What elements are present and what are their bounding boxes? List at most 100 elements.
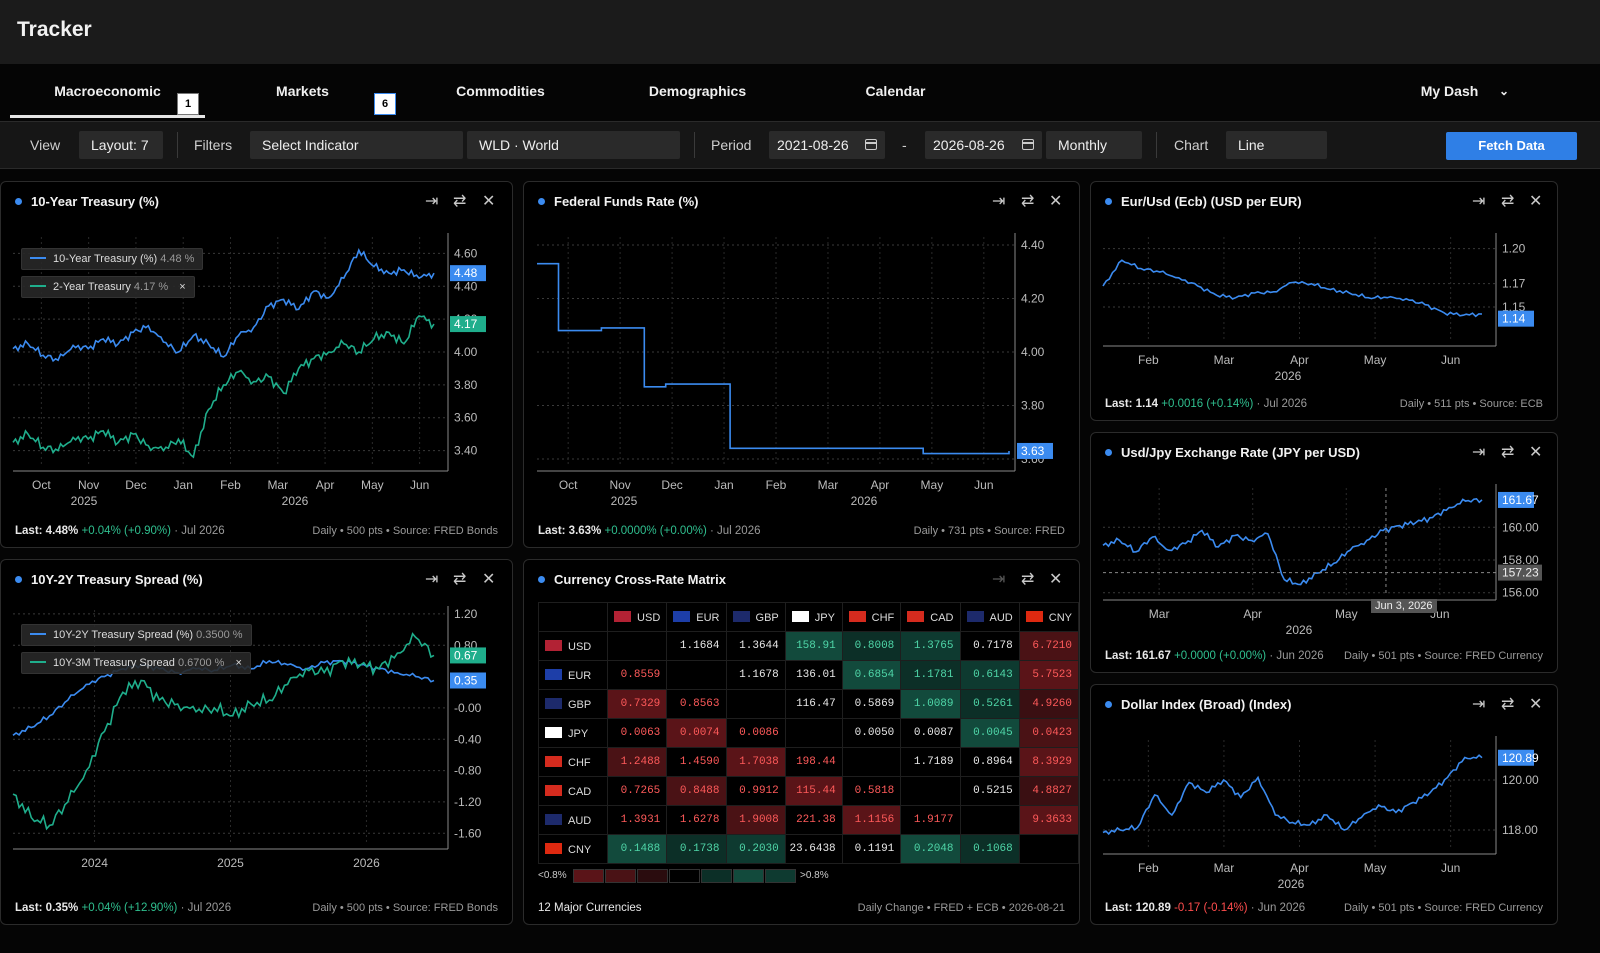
matrix-cell[interactable]: 0.5869 — [841, 689, 902, 719]
tab-markets[interactable]: Markets — [276, 83, 329, 99]
matrix-cell[interactable]: 116.47 — [784, 689, 843, 719]
calendar-icon[interactable] — [1022, 139, 1034, 150]
matrix-cell[interactable]: 0.1191 — [841, 834, 902, 864]
matrix-cell[interactable]: 0.1738 — [666, 834, 727, 864]
layout-select[interactable]: Layout: 7 — [79, 131, 163, 159]
matrix-cell[interactable]: 0.2048 — [900, 834, 961, 864]
matrix-cell[interactable]: 0.6143 — [959, 660, 1020, 690]
matrix-cell[interactable]: 0.5261 — [959, 689, 1020, 719]
fetch-data-button[interactable]: Fetch Data — [1446, 132, 1577, 160]
swap-icon[interactable]: ⇄ — [453, 193, 467, 210]
matrix-cell[interactable]: 1.3644 — [725, 631, 786, 661]
matrix-cell[interactable]: 0.2030 — [725, 834, 786, 864]
close-icon[interactable]: × — [235, 657, 242, 669]
matrix-cell[interactable]: 0.6854 — [841, 660, 902, 690]
collapse-icon[interactable]: ⇥ — [992, 571, 1006, 588]
swap-icon[interactable]: ⇄ — [1021, 193, 1035, 210]
matrix-cell[interactable]: 0.0045 — [959, 718, 1020, 748]
matrix-cell[interactable]: 23.6438 — [784, 834, 843, 864]
matrix-cell[interactable]: 1.0089 — [900, 689, 961, 719]
matrix-cell[interactable]: 1.4590 — [666, 747, 727, 777]
matrix-cell[interactable]: 0.7178 — [959, 631, 1020, 661]
matrix-cell[interactable]: 0.5818 — [841, 776, 902, 806]
close-icon[interactable]: ✕ — [1049, 193, 1063, 210]
matrix-cell[interactable]: 6.7210 — [1018, 631, 1079, 661]
matrix-cell[interactable]: 1.6278 — [666, 805, 727, 835]
calendar-icon[interactable] — [865, 139, 877, 150]
start-date-input[interactable]: 2021-08-26 — [769, 131, 885, 159]
matrix-cell[interactable] — [959, 805, 1020, 835]
collapse-icon[interactable]: ⇥ — [425, 571, 439, 588]
close-icon[interactable]: ✕ — [1049, 571, 1063, 588]
swap-icon[interactable]: ⇄ — [453, 571, 467, 588]
close-icon[interactable]: ✕ — [482, 571, 496, 588]
region-select[interactable]: WLD · World — [467, 131, 680, 159]
matrix-cell[interactable]: 4.8827 — [1018, 776, 1079, 806]
matrix-cell[interactable]: 1.3765 — [900, 631, 961, 661]
matrix-cell[interactable]: 136.01 — [784, 660, 843, 690]
matrix-cell[interactable] — [900, 776, 961, 806]
matrix-cell[interactable]: 9.3633 — [1018, 805, 1079, 835]
swap-icon[interactable]: ⇄ — [1501, 444, 1515, 461]
collapse-icon[interactable]: ⇥ — [1472, 444, 1486, 461]
swap-icon[interactable]: ⇄ — [1501, 193, 1515, 210]
collapse-icon[interactable]: ⇥ — [992, 193, 1006, 210]
matrix-cell[interactable] — [1018, 834, 1079, 864]
collapse-icon[interactable]: ⇥ — [1472, 193, 1486, 210]
matrix-cell[interactable]: 1.3931 — [607, 805, 668, 835]
matrix-cell[interactable]: 0.1488 — [607, 834, 668, 864]
matrix-cell[interactable]: 0.7329 — [607, 689, 668, 719]
matrix-cell[interactable]: 0.0423 — [1018, 718, 1079, 748]
close-icon[interactable]: ✕ — [1529, 444, 1543, 461]
matrix-cell[interactable]: 0.1068 — [959, 834, 1020, 864]
matrix-cell[interactable]: 221.38 — [784, 805, 843, 835]
tab-commodities[interactable]: Commodities — [456, 83, 545, 99]
matrix-cell[interactable]: 0.8964 — [959, 747, 1020, 777]
matrix-cell[interactable] — [841, 747, 902, 777]
collapse-icon[interactable]: ⇥ — [1472, 696, 1486, 713]
tab-macroeconomic[interactable]: Macroeconomic — [10, 66, 205, 118]
matrix-cell[interactable] — [725, 689, 786, 719]
tab-calendar[interactable]: Calendar — [865, 83, 926, 99]
matrix-cell[interactable]: 0.8559 — [607, 660, 668, 690]
matrix-cell[interactable]: 5.7523 — [1018, 660, 1079, 690]
matrix-cell[interactable]: 0.7265 — [607, 776, 668, 806]
close-icon[interactable]: ✕ — [1529, 193, 1543, 210]
close-icon[interactable]: × — [179, 281, 186, 293]
matrix-cell[interactable] — [784, 718, 843, 748]
matrix-cell[interactable]: 1.7189 — [900, 747, 961, 777]
chart-type-select[interactable]: Line — [1226, 131, 1327, 159]
matrix-cell[interactable]: 1.1684 — [666, 631, 727, 661]
close-icon[interactable]: ✕ — [1529, 696, 1543, 713]
matrix-cell[interactable]: 1.1156 — [841, 805, 902, 835]
matrix-cell[interactable]: 0.0087 — [900, 718, 961, 748]
matrix-cell[interactable] — [607, 631, 668, 661]
end-date-input[interactable]: 2026-08-26 — [925, 131, 1042, 159]
swap-icon[interactable]: ⇄ — [1021, 571, 1035, 588]
matrix-cell[interactable]: 198.44 — [784, 747, 843, 777]
matrix-cell[interactable]: 1.9008 — [725, 805, 786, 835]
matrix-cell[interactable]: 0.0086 — [725, 718, 786, 748]
matrix-cell[interactable]: 8.3929 — [1018, 747, 1079, 777]
matrix-cell[interactable]: 0.8488 — [666, 776, 727, 806]
indicator-select[interactable]: Select Indicator — [250, 131, 463, 159]
matrix-cell[interactable]: 0.0074 — [666, 718, 727, 748]
swap-icon[interactable]: ⇄ — [1501, 696, 1515, 713]
matrix-cell[interactable]: 115.44 — [784, 776, 843, 806]
matrix-cell[interactable]: 1.2488 — [607, 747, 668, 777]
matrix-cell[interactable]: 0.8008 — [841, 631, 902, 661]
matrix-cell[interactable]: 1.7038 — [725, 747, 786, 777]
matrix-cell[interactable]: 1.1781 — [900, 660, 961, 690]
matrix-cell[interactable]: 0.5215 — [959, 776, 1020, 806]
matrix-cell[interactable]: 158.91 — [784, 631, 843, 661]
close-icon[interactable]: ✕ — [482, 193, 496, 210]
matrix-cell[interactable]: 0.8563 — [666, 689, 727, 719]
collapse-icon[interactable]: ⇥ — [425, 193, 439, 210]
tab-demographics[interactable]: Demographics — [648, 83, 747, 99]
matrix-cell[interactable]: 1.9177 — [900, 805, 961, 835]
frequency-select[interactable]: Monthly — [1046, 131, 1142, 159]
matrix-cell[interactable]: 0.0050 — [841, 718, 902, 748]
matrix-cell[interactable]: 0.9912 — [725, 776, 786, 806]
matrix-cell[interactable]: 4.9260 — [1018, 689, 1079, 719]
tab-my-dash[interactable]: My Dash ⌄ — [1352, 66, 1547, 118]
